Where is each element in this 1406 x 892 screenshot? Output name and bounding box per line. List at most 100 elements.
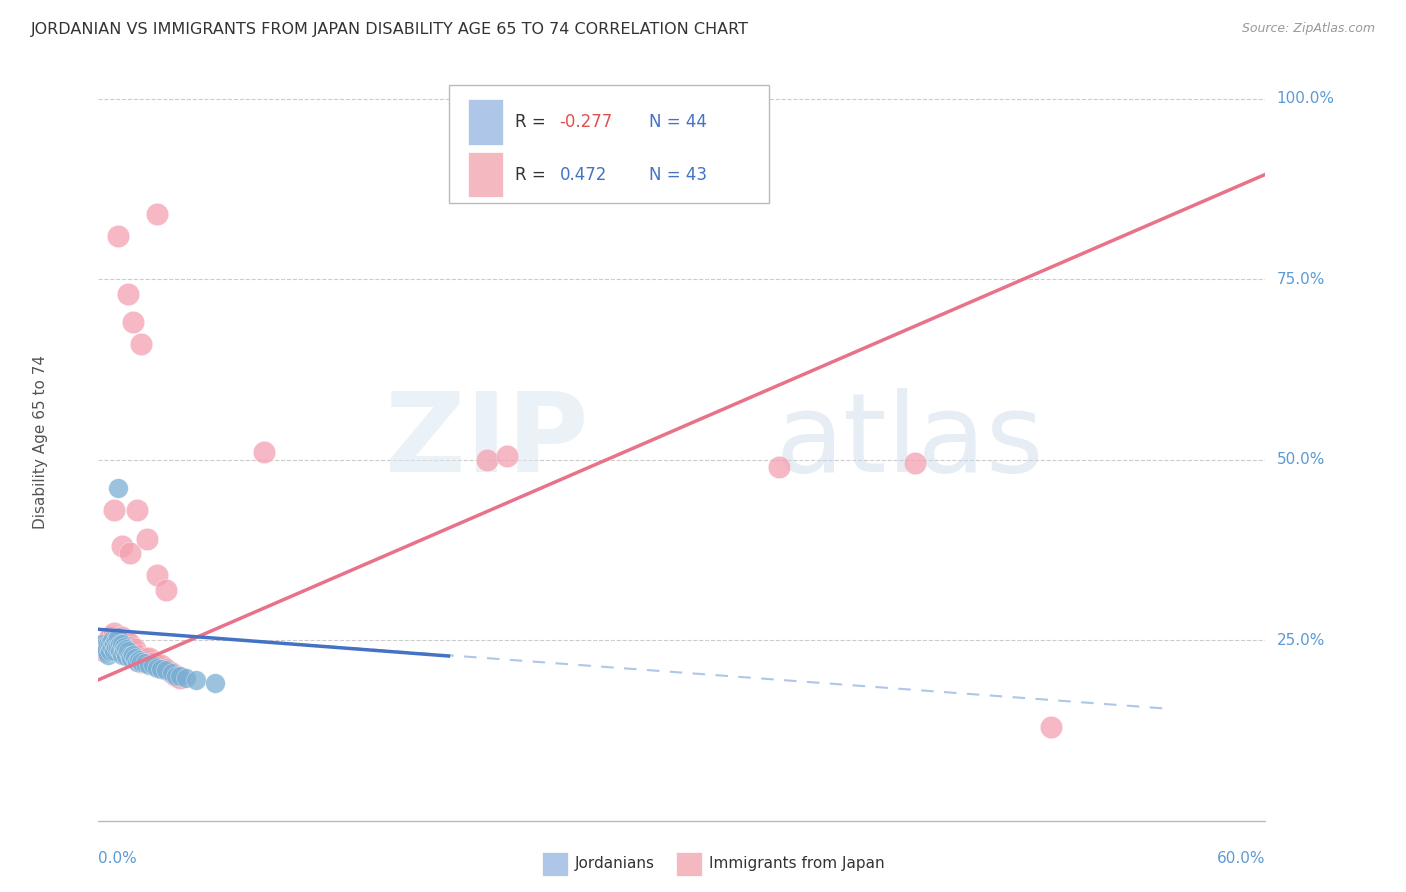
Point xyxy=(122,315,145,329)
Text: R =: R = xyxy=(515,113,551,131)
Point xyxy=(97,637,120,651)
Text: Disability Age 65 to 74: Disability Age 65 to 74 xyxy=(32,354,48,529)
Text: 60.0%: 60.0% xyxy=(1218,851,1265,866)
Point xyxy=(129,655,152,669)
Point xyxy=(122,644,145,658)
Bar xyxy=(676,852,702,876)
Point xyxy=(114,648,136,663)
Point xyxy=(142,658,165,673)
Point xyxy=(107,630,129,644)
Point xyxy=(101,637,124,651)
Point xyxy=(128,653,150,667)
Point xyxy=(138,658,160,673)
Point xyxy=(127,655,149,669)
Point xyxy=(134,657,156,671)
Point xyxy=(155,662,177,676)
Point xyxy=(103,637,125,651)
Text: 75.0%: 75.0% xyxy=(1277,271,1324,286)
Point xyxy=(117,644,139,658)
Point xyxy=(127,648,149,662)
Point xyxy=(101,633,124,648)
Point xyxy=(127,503,149,517)
Point xyxy=(146,568,169,582)
Point xyxy=(104,640,127,655)
Point xyxy=(768,459,790,474)
Point xyxy=(138,651,160,665)
Point xyxy=(142,657,165,671)
Point xyxy=(107,640,129,655)
Point xyxy=(121,640,143,655)
Point xyxy=(169,671,191,685)
Point xyxy=(496,449,519,463)
Point xyxy=(118,637,141,651)
Point xyxy=(146,658,169,673)
Point xyxy=(103,644,125,658)
Point xyxy=(184,673,207,687)
Point xyxy=(96,637,118,651)
Point xyxy=(134,651,156,665)
Point xyxy=(129,655,152,669)
Point xyxy=(136,532,159,546)
Point xyxy=(108,640,131,655)
Point xyxy=(129,337,152,351)
Point xyxy=(118,648,141,663)
Point xyxy=(165,669,187,683)
FancyBboxPatch shape xyxy=(449,85,769,202)
Text: -0.277: -0.277 xyxy=(560,113,613,131)
Point xyxy=(91,640,114,655)
Point xyxy=(117,286,139,301)
Point xyxy=(96,644,118,658)
Text: N = 43: N = 43 xyxy=(650,166,707,184)
Text: ZIP: ZIP xyxy=(385,388,589,495)
Point xyxy=(111,630,134,644)
Text: Immigrants from Japan: Immigrants from Japan xyxy=(709,856,884,871)
Point xyxy=(1040,720,1063,734)
Text: 100.0%: 100.0% xyxy=(1277,91,1334,106)
Point xyxy=(114,641,136,656)
Text: 50.0%: 50.0% xyxy=(1277,452,1324,467)
Point xyxy=(98,630,121,644)
Point xyxy=(122,648,145,662)
Text: Jordanians: Jordanians xyxy=(575,856,655,871)
Point xyxy=(121,651,143,665)
Point xyxy=(155,582,177,597)
Point xyxy=(169,669,191,683)
Point xyxy=(98,644,121,658)
Point xyxy=(204,676,226,690)
Text: Source: ZipAtlas.com: Source: ZipAtlas.com xyxy=(1241,22,1375,36)
Point xyxy=(93,640,115,655)
Point xyxy=(111,539,134,553)
Point xyxy=(112,644,135,658)
Bar xyxy=(468,152,503,197)
Point xyxy=(97,640,120,655)
Point xyxy=(149,662,172,676)
Point xyxy=(93,644,115,658)
Text: atlas: atlas xyxy=(775,388,1043,495)
Point xyxy=(103,626,125,640)
Point xyxy=(117,640,139,655)
Point xyxy=(146,660,169,674)
Point xyxy=(111,637,134,651)
Point xyxy=(155,664,177,678)
Text: R =: R = xyxy=(515,166,557,184)
Point xyxy=(174,671,197,685)
Text: 25.0%: 25.0% xyxy=(1277,632,1324,648)
Point xyxy=(162,665,184,680)
Point xyxy=(103,503,125,517)
Point xyxy=(101,640,124,655)
Point xyxy=(114,633,136,648)
Point xyxy=(253,445,276,459)
Point xyxy=(112,637,135,651)
Point xyxy=(108,637,131,651)
Point xyxy=(149,658,172,673)
Point xyxy=(98,637,121,651)
Point xyxy=(97,648,120,662)
Point xyxy=(477,452,499,467)
Point xyxy=(124,641,146,656)
Point xyxy=(108,644,131,658)
Point xyxy=(104,633,127,648)
Point xyxy=(107,482,129,496)
Point xyxy=(107,228,129,243)
Point xyxy=(146,207,169,221)
Text: JORDANIAN VS IMMIGRANTS FROM JAPAN DISABILITY AGE 65 TO 74 CORRELATION CHART: JORDANIAN VS IMMIGRANTS FROM JAPAN DISAB… xyxy=(31,22,749,37)
